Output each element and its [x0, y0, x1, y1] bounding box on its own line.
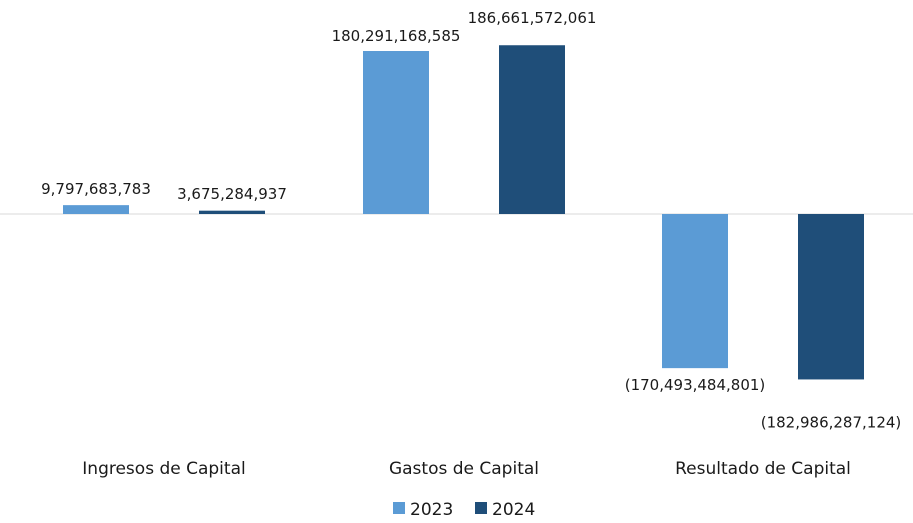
data-label-2023-2: (170,493,484,801)	[625, 376, 766, 394]
legend-swatch-2023	[393, 502, 405, 514]
data-label-2023-1: 180,291,168,585	[332, 27, 461, 45]
bar-2024-2	[798, 214, 864, 380]
bar-2024-1	[499, 45, 565, 214]
legend: 2023 2024	[393, 500, 535, 520]
bar-2024-0	[199, 210, 265, 214]
legend-label-2023: 2023	[410, 500, 453, 519]
legend-swatch-2024	[475, 502, 487, 514]
category-label-1: Gastos de Capital	[389, 459, 539, 479]
bars-layer	[63, 45, 864, 380]
bar-2023-1	[363, 51, 429, 214]
category-labels-layer: Ingresos de Capital Gastos de Capital Resu…	[82, 459, 851, 479]
data-label-2024-1: 186,661,572,061	[468, 9, 597, 27]
data-label-2024-2: (182,986,287,124)	[761, 413, 902, 431]
category-label-2: Resultado de Capital	[675, 459, 851, 479]
data-label-2024-0: 3,675,284,937	[177, 185, 287, 203]
legend-label-2024: 2024	[492, 500, 535, 519]
category-label-0: Ingresos de Capital	[82, 459, 245, 479]
bar-2023-2	[662, 214, 728, 369]
data-label-2023-0: 9,797,683,783	[41, 180, 151, 198]
bar-2023-0	[63, 205, 129, 214]
data-labels-layer: 9,797,683,783 3,675,284,937 180,291,168,58…	[41, 9, 901, 431]
